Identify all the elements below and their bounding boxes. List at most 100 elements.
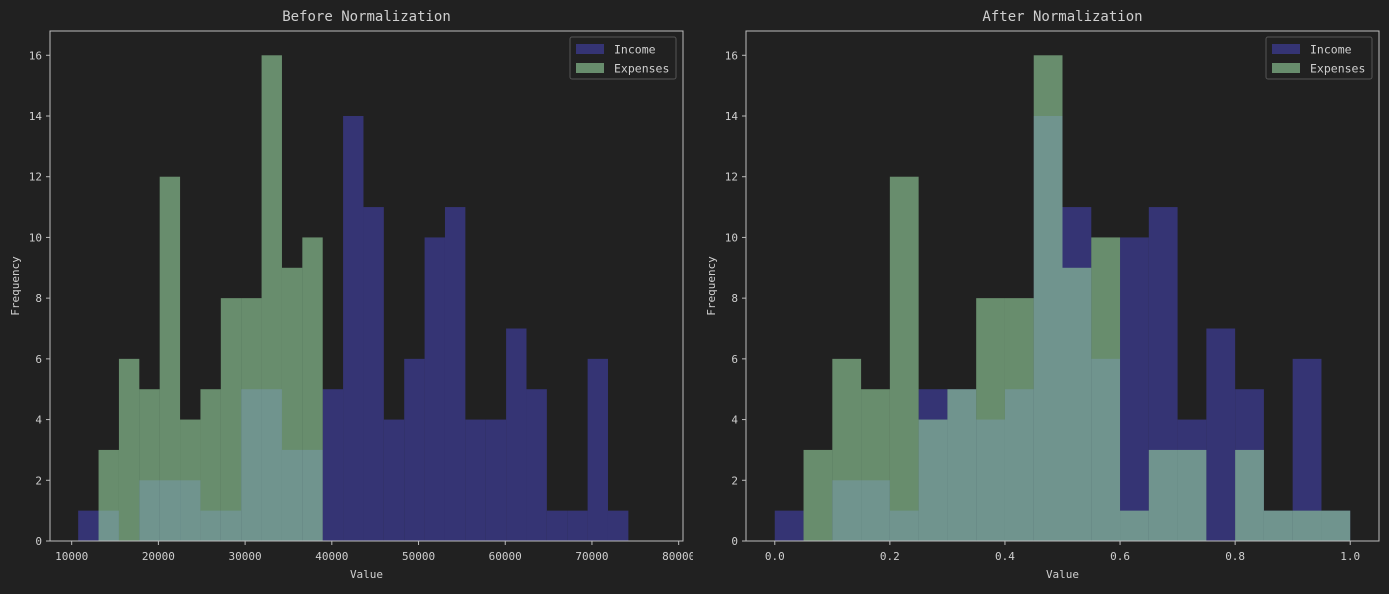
x-tick-label: 0.0 <box>765 550 785 563</box>
bar-income <box>78 510 99 541</box>
bar-expenses <box>832 358 862 541</box>
legend-label: Expenses <box>614 62 669 76</box>
y-tick-label: 16 <box>29 49 42 62</box>
x-axis-label: Value <box>1046 568 1079 581</box>
bar-expenses <box>200 389 221 541</box>
x-tick-label: 0.8 <box>1225 550 1245 563</box>
bar-income <box>485 419 507 541</box>
bar-expenses <box>1235 449 1264 541</box>
bar-income <box>343 116 364 541</box>
legend-swatch <box>576 44 604 54</box>
bar-income <box>465 419 486 541</box>
bar-income <box>404 358 425 541</box>
bar-expenses <box>261 55 282 542</box>
y-tick-label: 16 <box>725 49 738 62</box>
x-tick-label: 20000 <box>142 550 175 563</box>
y-tick-label: 0 <box>731 535 738 548</box>
bar-income <box>567 510 588 541</box>
x-tick-label: 50000 <box>402 550 435 563</box>
chart-title: Before Normalization <box>282 9 451 25</box>
chart-panel-before: 0 2 4 6 8 10 12 14 16 10000 20000 30000 40000 50000 60… <box>0 0 695 594</box>
x-tick-label: 40000 <box>315 550 348 563</box>
y-tick-label: 12 <box>29 171 42 184</box>
bar-income <box>383 419 405 541</box>
legend: Income Expenses <box>1265 36 1373 80</box>
bar-income <box>424 237 445 541</box>
x-tick-label: 0.2 <box>880 550 900 563</box>
bar-expenses <box>302 237 323 541</box>
bar-expenses <box>118 358 140 541</box>
x-tick-label: 70000 <box>575 550 608 563</box>
y-tick-label: 14 <box>29 110 43 123</box>
y-tick-label: 12 <box>725 171 738 184</box>
legend-swatch <box>576 63 604 73</box>
bar-expenses <box>1177 449 1207 541</box>
y-axis-label: Frequency <box>9 256 22 316</box>
bar-expenses <box>803 449 833 541</box>
bar-income <box>322 389 344 541</box>
chart-panel-after: 0 2 4 6 8 10 12 14 16 0.0 0.2 0.4 0.6 0.8 1.0 After Nor… <box>696 0 1389 594</box>
bar-income <box>1206 328 1236 541</box>
y-tick-label: 14 <box>725 110 739 123</box>
chart-title: After Normalization <box>982 9 1142 25</box>
bar-expenses <box>241 298 262 541</box>
series-expenses <box>98 55 323 542</box>
bar-expenses <box>889 176 919 541</box>
bar-expenses <box>918 419 948 541</box>
x-tick-label: 10000 <box>55 550 88 563</box>
bar-expenses <box>281 267 303 541</box>
bar-expenses <box>1091 237 1121 541</box>
bar-income <box>363 207 384 542</box>
bar-income <box>587 358 608 541</box>
bar-income <box>607 510 629 541</box>
bar-expenses <box>1062 267 1092 541</box>
bar-expenses <box>180 419 201 541</box>
legend-swatch <box>1272 44 1300 54</box>
legend-label: Income <box>1310 43 1352 57</box>
series-expenses <box>803 55 1351 542</box>
y-tick-label: 4 <box>731 414 738 427</box>
x-tick-label: 80000 <box>662 550 693 563</box>
bar-expenses <box>220 298 242 541</box>
bar-expenses <box>976 298 1005 541</box>
legend-label: Expenses <box>1310 62 1365 76</box>
bar-income <box>526 389 547 541</box>
bar-expenses <box>1148 449 1178 541</box>
bar-income <box>444 207 466 542</box>
y-axis-label: Frequency <box>705 256 718 316</box>
x-tick-label: 0.6 <box>1110 550 1130 563</box>
y-tick-label: 2 <box>731 474 738 487</box>
y-tick-label: 6 <box>731 353 738 366</box>
x-axis-label: Value <box>350 568 383 581</box>
histogram-chart: 0 2 4 6 8 10 12 14 16 0.0 0.2 0.4 0.6 0.8 1.0 After Nor… <box>705 9 1380 581</box>
bar-expenses <box>1263 510 1293 541</box>
axes-frame <box>745 30 1380 542</box>
y-tick-label: 4 <box>35 414 42 427</box>
y-tick-label: 10 <box>725 231 738 244</box>
y-tick-label: 6 <box>35 353 42 366</box>
bar-expenses <box>139 389 160 541</box>
y-tick-label: 8 <box>35 292 42 305</box>
bar-expenses <box>1292 510 1322 541</box>
legend-swatch <box>1272 63 1300 73</box>
axes-frame <box>49 30 684 542</box>
x-tick-label: 1.0 <box>1340 550 1360 563</box>
bar-income <box>1120 237 1149 541</box>
bar-expenses <box>98 449 119 541</box>
x-tick-label: 0.4 <box>995 550 1015 563</box>
y-tick-label: 8 <box>731 292 738 305</box>
bar-expenses <box>861 389 890 541</box>
histogram-chart: 0 2 4 6 8 10 12 14 16 10000 20000 30000 40000 50000 60… <box>9 9 695 581</box>
bar-expenses <box>947 389 977 541</box>
bar-income <box>774 510 804 541</box>
legend-label: Income <box>614 43 656 57</box>
y-tick-label: 10 <box>29 231 42 244</box>
bar-expenses <box>1004 298 1034 541</box>
y-tick-label: 2 <box>35 474 42 487</box>
bar-expenses <box>1120 510 1149 541</box>
y-tick-label: 0 <box>35 535 42 548</box>
x-tick-label: 60000 <box>489 550 522 563</box>
bar-income <box>546 510 568 541</box>
bar-expenses <box>1033 55 1063 542</box>
legend: Income Expenses <box>569 36 677 80</box>
